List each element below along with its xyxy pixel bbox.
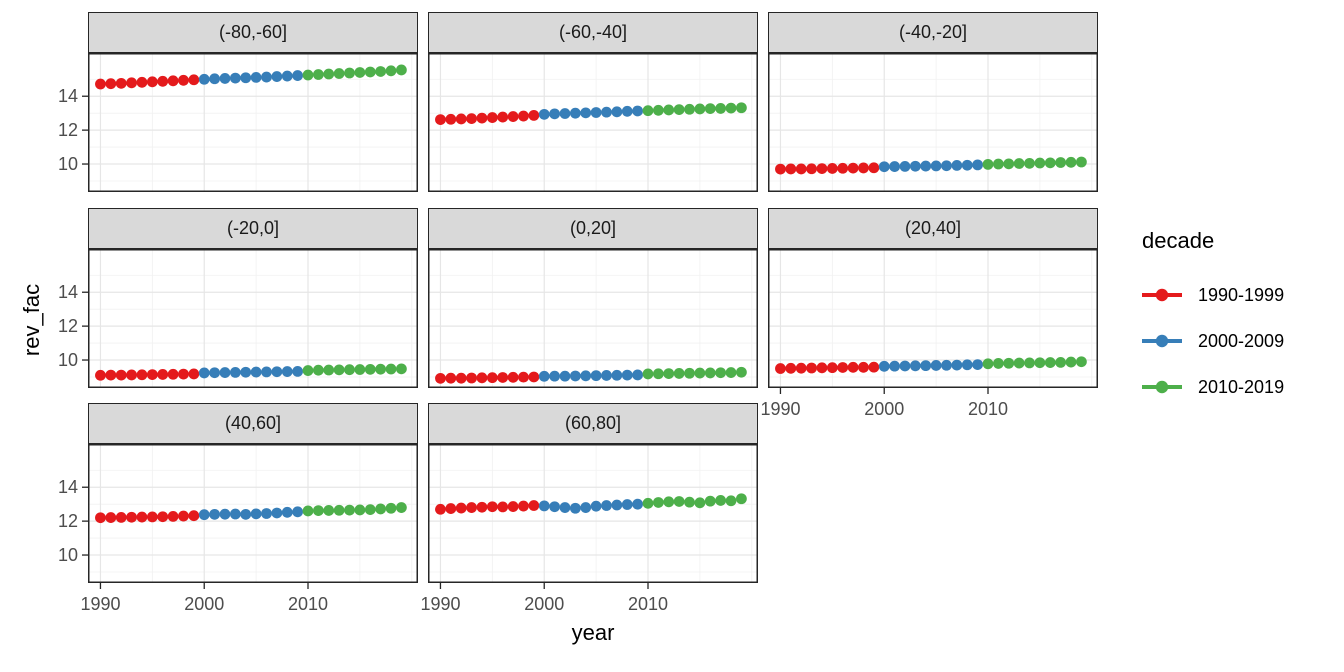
y-tick-label: 12: [58, 511, 78, 531]
facet-(60,80]: (60,80] 1990 2000 2010: [420, 403, 758, 614]
legend-key-icon: [1142, 334, 1182, 348]
facet-strip-label: (20,40]: [904, 218, 962, 238]
legend-entry-label: 1990-1999: [1198, 284, 1285, 305]
facet-strip: (-20,0]: [88, 208, 418, 249]
facet-strip-label: (60,80]: [564, 413, 622, 433]
data-points: [435, 366, 747, 384]
legend-entries: 1990-1999 2000-2009 2010-2019: [1142, 272, 1284, 410]
legend-entry-1990-1999: 1990-1999: [1142, 272, 1284, 318]
data-points: [775, 156, 1087, 175]
legend-key-icon: [1142, 380, 1182, 394]
facet-(-80,-60]: (-80,-60] 10 12 14: [58, 12, 418, 192]
y-tick-label: 14: [58, 477, 78, 497]
legend-title: decade: [1142, 228, 1215, 253]
legend-key-icon: [1142, 288, 1182, 302]
data-points: [95, 64, 407, 90]
y-tick-label: 12: [58, 316, 78, 336]
facet-(20,40]: (20,40] 1990 2000 2010: [760, 208, 1098, 419]
facet-strip-label: (40,60]: [224, 413, 282, 433]
x-tick-label: 2000: [864, 399, 904, 419]
legend-entry-label: 2000-2009: [1198, 330, 1285, 351]
facet-strip: (-40,-20]: [768, 12, 1098, 53]
x-tick-label: 2010: [968, 399, 1008, 419]
facet-(-40,-20]: (-40,-20]: [768, 12, 1098, 192]
x-tick-label: 2010: [628, 594, 668, 614]
facet-panel: 10 12 14 1990 2000 2010: [58, 444, 418, 614]
facet-panel: 10 12 14: [58, 53, 418, 192]
x-axis-title: year: [571, 620, 615, 645]
x-tick-label: 1990: [420, 594, 460, 614]
facet-strip-label: (-40,-20]: [898, 22, 968, 42]
data-points: [95, 502, 407, 524]
facet-strip: (0,20]: [428, 208, 758, 249]
legend-entry-2000-2009: 2000-2009: [1142, 318, 1284, 364]
facet-panel: [768, 53, 1098, 192]
facet-(-60,-40]: (-60,-40]: [428, 12, 758, 192]
facet-(40,60]: (40,60] 10 12 14 1990 2000 2010: [58, 403, 418, 614]
facet-strip: (40,60]: [88, 403, 418, 444]
facet-panel: [428, 249, 758, 388]
facet-strip-label: (-80,-60]: [218, 22, 288, 42]
facet-(0,20]: (0,20]: [428, 208, 758, 388]
data-points: [95, 363, 407, 381]
facet-panel: [428, 53, 758, 192]
facet-panel: 1990 2000 2010: [420, 444, 758, 614]
facet-panel: 1990 2000 2010: [760, 249, 1098, 419]
facet-strip: (20,40]: [768, 208, 1098, 249]
y-tick-label: 10: [58, 545, 78, 565]
facet-strip-label: (0,20]: [569, 218, 617, 238]
facet-panel: 10 12 14: [58, 249, 418, 388]
x-tick-label: 2000: [184, 594, 224, 614]
facet-strip: (-80,-60]: [88, 12, 418, 53]
legend-entry-label: 2010-2019: [1198, 376, 1285, 397]
facet-strip: (-60,-40]: [428, 12, 758, 53]
x-tick-label: 1990: [80, 594, 120, 614]
legend-entry-2010-2019: 2010-2019: [1142, 364, 1284, 410]
data-points: [775, 356, 1087, 374]
facet-strip-label: (-60,-40]: [558, 22, 628, 42]
facet-strip: (60,80]: [428, 403, 758, 444]
facet-(-20,0]: (-20,0] 10 12 14: [58, 208, 418, 388]
data-points: [435, 102, 747, 126]
data-points: [435, 493, 747, 515]
y-tick-label: 10: [58, 350, 78, 370]
x-tick-label: 2000: [524, 594, 564, 614]
y-axis-title: rev_fac: [19, 283, 44, 357]
y-tick-label: 14: [58, 282, 78, 302]
y-tick-label: 10: [58, 154, 78, 174]
legend: decade 1990-1999 2000-2009 2010-2019: [1142, 228, 1284, 410]
y-tick-label: 12: [58, 120, 78, 140]
facet-strip-label: (-20,0]: [226, 218, 280, 238]
x-tick-label: 2010: [288, 594, 328, 614]
x-tick-label: 1990: [760, 399, 800, 419]
y-tick-label: 14: [58, 86, 78, 106]
